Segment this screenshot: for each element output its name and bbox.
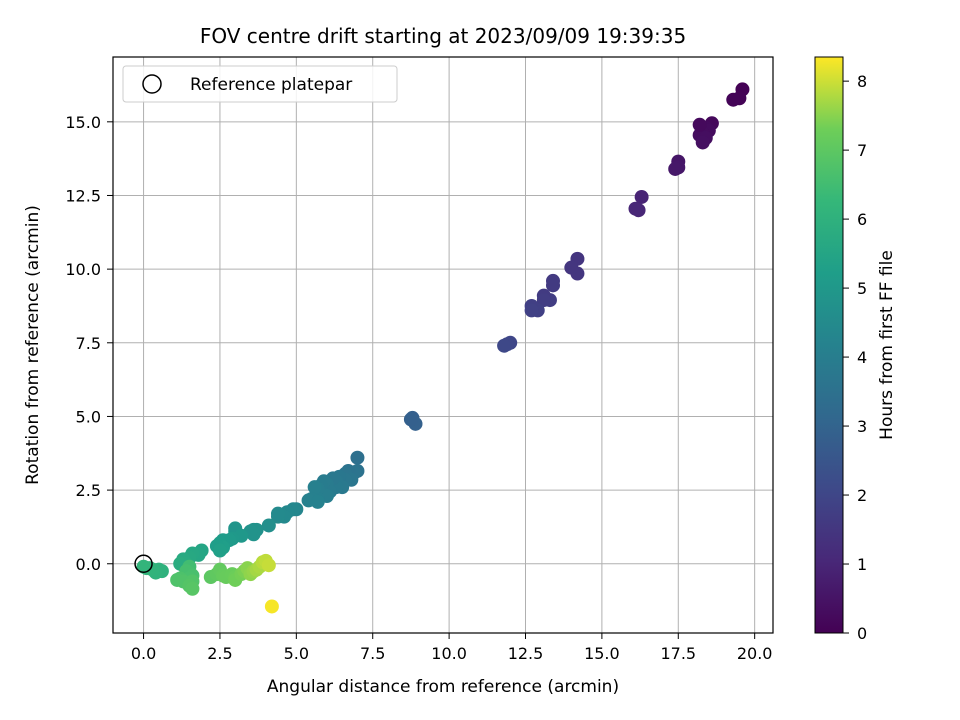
legend: Reference platepar [122, 65, 398, 103]
y-tick-label: 7.5 [76, 334, 101, 353]
data-point [350, 450, 365, 465]
x-tick-label: 0.0 [131, 644, 156, 663]
data-point [264, 599, 279, 614]
colorbar-tick-label: 7 [857, 141, 867, 160]
x-tick-label: 12.5 [508, 644, 544, 663]
data-point [185, 581, 200, 596]
data-point [692, 117, 707, 132]
data-point [271, 506, 285, 521]
y-tick-label: 0.0 [76, 555, 101, 574]
data-point [524, 303, 539, 318]
y-tick-label: 5.0 [76, 407, 101, 426]
y-tick-label: 12.5 [65, 186, 101, 205]
colorbar-tick-label: 1 [857, 555, 867, 574]
legend-label: Reference platepar [190, 75, 352, 95]
data-point [628, 201, 643, 216]
y-axis-label: Rotation from reference (arcmin) [23, 205, 43, 485]
colorbar-tick-label: 4 [857, 348, 867, 367]
data-points [136, 82, 750, 614]
y-axis-ticks: 0.0 2.5 5.0 7.5 10.0 12.5 15.0 [65, 113, 113, 574]
data-point [261, 518, 276, 533]
data-point [403, 412, 418, 427]
colorbar: 0 1 2 3 4 5 6 7 8 Hours from first FF file [814, 56, 897, 643]
data-point [307, 480, 322, 495]
chart-title: FOV centre drift starting at 2023/09/09 … [200, 24, 686, 48]
colorbar-tick-label: 3 [857, 417, 867, 436]
x-tick-label: 2.5 [207, 644, 232, 663]
reference-platepar-marker [134, 554, 153, 574]
colorbar-ticks: 0 1 2 3 4 5 6 7 8 [843, 72, 867, 643]
data-point [497, 338, 512, 353]
data-point [668, 161, 683, 176]
x-axis-label: Angular distance from reference (arcmin) [267, 677, 619, 697]
x-axis-ticks: 0.0 2.5 5.0 7.5 10.0 12.5 15.0 17.5 20.0 [131, 633, 773, 663]
data-point [546, 278, 560, 293]
legend-box [122, 65, 398, 103]
data-point [212, 543, 227, 558]
data-point [726, 92, 741, 107]
colorbar-tick-label: 6 [857, 210, 867, 229]
y-tick-label: 2.5 [76, 481, 101, 500]
grid [113, 57, 773, 633]
y-tick-label: 10.0 [65, 260, 101, 279]
x-tick-label: 15.0 [584, 644, 620, 663]
x-tick-label: 10.0 [431, 644, 467, 663]
colorbar-label: Hours from first FF file [877, 250, 897, 440]
plot-frame [112, 56, 774, 634]
colorbar-bar [814, 56, 844, 634]
data-point [261, 558, 276, 573]
x-tick-label: 20.0 [737, 644, 773, 663]
y-tick-label: 15.0 [65, 113, 101, 132]
data-point [634, 189, 649, 204]
colorbar-tick-label: 0 [857, 624, 867, 643]
legend-open-circle-icon [142, 74, 162, 94]
x-tick-label: 5.0 [284, 644, 309, 663]
colorbar-tick-label: 2 [857, 486, 867, 505]
data-point [564, 260, 579, 275]
data-point [310, 494, 325, 509]
x-tick-label: 7.5 [360, 644, 385, 663]
data-point [536, 293, 551, 308]
colorbar-tick-label: 8 [857, 72, 867, 91]
x-tick-label: 17.5 [660, 644, 696, 663]
data-point [695, 135, 710, 150]
data-point [136, 559, 151, 574]
colorbar-tick-label: 5 [857, 279, 867, 298]
